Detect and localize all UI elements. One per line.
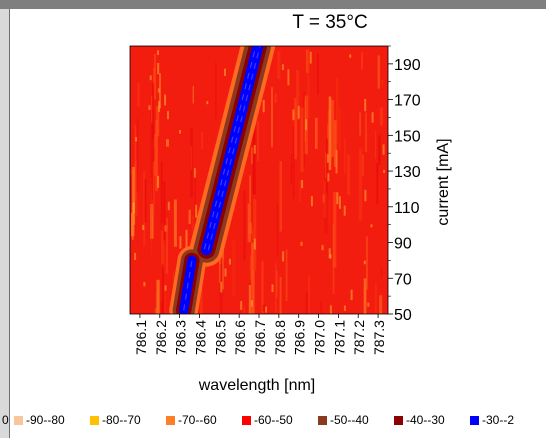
x-tick-label: 786.7 [252, 320, 268, 355]
y-tick-label: 170 [394, 93, 421, 110]
x-tick-label: 786.1 [133, 320, 149, 355]
legend-swatch [14, 415, 23, 425]
x-tick-label: 787.0 [312, 320, 328, 355]
legend: 0 -90--80 -80--70 -70--60 -60--50 -50--40 -40… [0, 404, 546, 430]
x-tick-label: 787.2 [351, 320, 367, 355]
legend-swatch [242, 415, 251, 425]
x-tick-label: 786.8 [272, 320, 288, 355]
trace-core-stripe-b [207, 46, 261, 251]
window-left-strip [0, 9, 9, 438]
x-tick-label: 786.4 [192, 320, 208, 355]
y-tick-label: 190 [394, 57, 421, 74]
legend-item: -30--2 [470, 413, 514, 427]
y-tick-label: 50 [394, 307, 412, 324]
y-tick-label: 110 [394, 200, 420, 217]
y-tick-label: 70 [394, 271, 412, 288]
x-tick-label: 786.9 [292, 320, 308, 355]
y-tick-label: 130 [394, 164, 421, 181]
legend-label: -40--30 [406, 413, 445, 427]
legend-label: -50--40 [330, 413, 369, 427]
legend-item: -40--30 [394, 413, 445, 427]
x-tick-label: 787.3 [371, 320, 387, 355]
legend-cut-label: 0 [2, 413, 9, 427]
trace-core-upper [200, 46, 264, 256]
chart-title: T = 35°C [292, 12, 368, 33]
legend-label: -80--70 [102, 413, 141, 427]
window-top-strip [0, 0, 546, 9]
legend-swatch [470, 415, 479, 425]
x-tick-label: 787.1 [331, 320, 347, 355]
legend-swatch [318, 415, 327, 425]
x-tick-label: 786.3 [173, 320, 189, 355]
legend-item: -50--40 [318, 413, 369, 427]
x-tick-label: 786.6 [232, 320, 248, 355]
trace-core-stripe-a [203, 46, 257, 250]
x-tick-label: 786.5 [212, 320, 228, 355]
legend-item: -80--70 [90, 413, 141, 427]
legend-swatch [166, 415, 175, 425]
legend-label: -60--50 [254, 413, 293, 427]
legend-swatch [394, 415, 403, 425]
y-tick-label: 150 [394, 128, 421, 145]
x-axis-label: wavelength [nm] [198, 377, 316, 394]
y-axis-label: current [mA] [435, 138, 452, 225]
legend-item: -70--60 [166, 413, 217, 427]
legend-item: -60--50 [242, 413, 293, 427]
legend-item: -90--80 [14, 413, 65, 427]
y-tick-label: 90 [394, 236, 412, 253]
legend-label: -70--60 [178, 413, 217, 427]
legend-label: -30--2 [482, 413, 515, 427]
legend-swatch [90, 415, 99, 425]
trace-core-stripe-c [183, 260, 193, 311]
legend-label: -90--80 [26, 413, 65, 427]
window-left-edge [9, 9, 10, 438]
x-tick-label: 786.2 [153, 320, 169, 355]
